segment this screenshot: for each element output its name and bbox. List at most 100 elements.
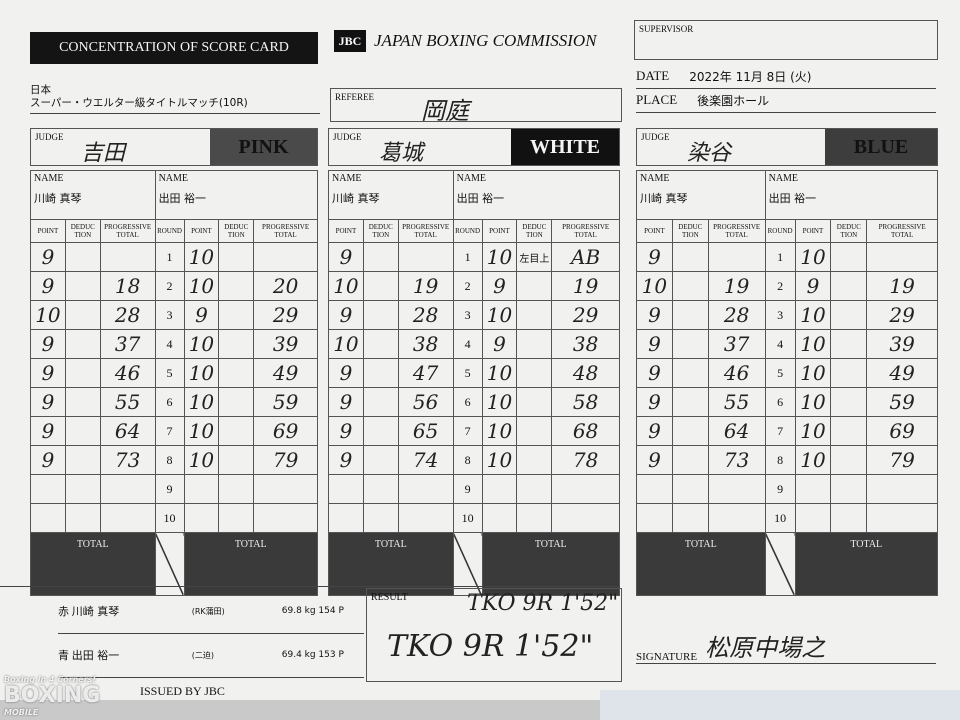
red-point: 9 (30, 329, 66, 359)
blue-point (794, 503, 832, 533)
blue-point (794, 474, 832, 504)
round-number: 8 (452, 445, 483, 475)
blue-progressive: 58 (551, 387, 620, 417)
red-name-cell: NAME 川崎 真琴 (636, 170, 766, 220)
red-point: 9 (30, 242, 66, 272)
place-label: PLACE (636, 92, 678, 107)
round-number: 8 (764, 445, 796, 475)
red-progressive: 28 (397, 300, 454, 330)
fighter-corner: 青 (58, 649, 69, 662)
blue-total: TOTAL (794, 532, 939, 596)
referee-name: 岡庭 (421, 97, 469, 125)
blue-progressive (866, 503, 938, 533)
round-row: 10 (30, 503, 318, 533)
red-progressive: 46 (707, 358, 766, 388)
blue-point (183, 474, 220, 504)
red-total: TOTAL (328, 532, 454, 596)
signature-label: SIGNATURE (636, 651, 698, 663)
date-value: 2022年 11月 8日 (火) (689, 70, 812, 84)
red-progressive (99, 503, 156, 533)
round-row: 9 1 10 (30, 242, 318, 272)
round-number: 7 (764, 416, 796, 446)
blue-progressive: 69 (866, 416, 938, 446)
blue-deduction (218, 416, 255, 446)
red-deduction (362, 474, 399, 504)
round-row: 9 64 7 10 69 (636, 416, 938, 446)
fighters-section: 赤 川崎 真琴 (RK蒲田) 69.8 kg 154 P 青 出田 裕一 (二迫… (0, 586, 620, 681)
red-point: 9 (636, 300, 673, 330)
jbc-logo: JBC (334, 30, 366, 52)
judge-color-tag: PINK (210, 129, 317, 165)
red-deduction (362, 416, 399, 446)
column-header-point: POINT (794, 219, 832, 243)
blue-progressive (866, 242, 938, 272)
blue-name-cell: NAME 出田 裕一 (154, 170, 319, 220)
red-deduction (362, 445, 399, 475)
round-number: 5 (764, 358, 796, 388)
red-deduction (64, 242, 101, 272)
round-row: 10 28 3 9 29 (30, 300, 318, 330)
red-point (328, 503, 364, 533)
org-name: JAPAN BOXING COMMISSION (374, 31, 597, 50)
blue-deduction (516, 329, 553, 359)
background-papers (600, 690, 960, 720)
round-number: 7 (452, 416, 483, 446)
issued-by: ISSUED BY JBC (140, 684, 225, 698)
red-progressive: 28 (99, 300, 156, 330)
watermark-text: BOXING (4, 683, 101, 708)
red-progressive: 38 (397, 329, 454, 359)
red-deduction (362, 387, 399, 417)
blue-deduction (516, 503, 553, 533)
red-deduction (362, 271, 399, 301)
column-header-progressive: PROGRESSIVE TOTAL (99, 219, 156, 243)
blue-deduction (516, 416, 553, 446)
name-label: NAME (768, 173, 799, 184)
blue-deduction (516, 387, 553, 417)
total-divider (452, 532, 483, 596)
column-header-point: POINT (328, 219, 364, 243)
red-progressive: 73 (99, 445, 156, 475)
signature-field: SIGNATURE 松原中場之 (636, 628, 936, 664)
blue-progressive: 79 (866, 445, 938, 475)
round-row: 10 19 2 9 19 (328, 271, 620, 301)
place-field: PLACE 後楽園ホール (636, 92, 936, 113)
blue-total: TOTAL (481, 532, 621, 596)
round-number: 6 (154, 387, 185, 417)
blue-deduction (218, 503, 255, 533)
red-fighter-name: 川崎 真琴 (34, 192, 82, 205)
blue-deduction (218, 445, 255, 475)
column-header-progressive: PROGRESSIVE TOTAL (551, 219, 620, 243)
round-row: 10 (328, 503, 620, 533)
red-point: 9 (636, 242, 673, 272)
result-label: RESULT (371, 592, 408, 603)
round-row: 9 73 8 10 79 (636, 445, 938, 475)
round-row: 9 46 5 10 49 (636, 358, 938, 388)
red-point: 9 (636, 416, 673, 446)
round-row: 9 (636, 474, 938, 504)
red-progressive: 37 (99, 329, 156, 359)
round-row: 9 18 2 10 20 (30, 271, 318, 301)
red-point: 9 (30, 416, 66, 446)
blue-progressive: AB (551, 242, 620, 272)
blue-deduction (830, 358, 868, 388)
red-progressive: 28 (707, 300, 766, 330)
blue-deduction (218, 474, 255, 504)
blue-progressive: 19 (551, 271, 620, 301)
red-progressive: 74 (397, 445, 454, 475)
red-progressive: 19 (397, 271, 454, 301)
red-deduction (362, 358, 399, 388)
blue-point (481, 474, 518, 504)
red-deduction (671, 358, 709, 388)
supervisor-label: SUPERVISOR (639, 24, 694, 34)
round-row: 10 (636, 503, 938, 533)
event-info: 日本 スーパー・ウエルター級タイトルマッチ(10R) (30, 84, 320, 114)
blue-progressive: 39 (866, 329, 938, 359)
round-number: 2 (154, 271, 185, 301)
blue-deduction (516, 445, 553, 475)
round-number: 10 (452, 503, 483, 533)
round-row: 9 46 5 10 49 (30, 358, 318, 388)
judge-label: JUDGE (35, 132, 64, 142)
column-header-point: POINT (481, 219, 518, 243)
blue-progressive: 39 (253, 329, 318, 359)
blue-progressive: 19 (866, 271, 938, 301)
